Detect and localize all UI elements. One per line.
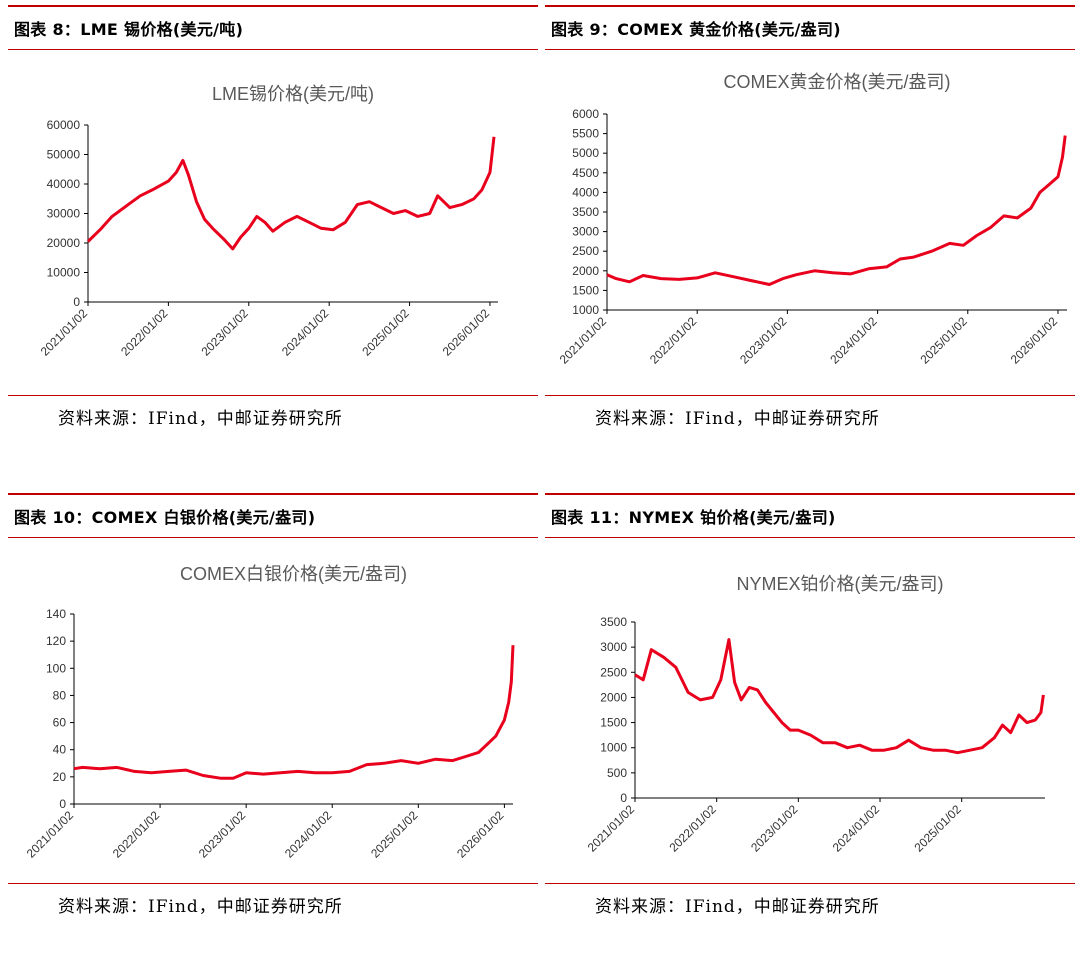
heading-divider — [8, 49, 538, 50]
y-tick-label: 100 — [46, 661, 66, 675]
y-tick-label: 10000 — [47, 266, 81, 280]
y-tick-label: 3000 — [600, 640, 627, 654]
y-tick-label: 1500 — [600, 716, 627, 730]
x-tick-label: 2022/01/02 — [110, 808, 163, 861]
y-tick-label: 0 — [59, 797, 66, 811]
x-tick-label: 2023/01/02 — [199, 306, 252, 359]
top-divider — [8, 5, 538, 7]
y-tick-label: 1000 — [600, 741, 627, 755]
y-tick-label: 50000 — [47, 148, 81, 162]
line-chart: COMEX黄金价格(美元/盎司) 1000 1500 2000 2500 3000 3500… — [557, 72, 1067, 367]
y-tick-label: 4000 — [572, 185, 599, 199]
y-tick-label: 80 — [53, 688, 67, 702]
top-divider — [545, 5, 1075, 7]
figure-heading: 图表 9：COMEX 黄金价格(美元/盎司) — [551, 20, 841, 39]
x-tick-label: 2022/01/02 — [118, 306, 171, 359]
y-tick-label: 500 — [607, 766, 627, 780]
y-tick-label: 3500 — [572, 205, 599, 219]
chart-panel-silver: 图表 10：COMEX 白银价格(美元/盎司) COMEX白银价格(美元/盎司)… — [8, 488, 538, 963]
x-tick-label: 2023/01/02 — [196, 808, 249, 861]
y-tick-label: 40000 — [47, 177, 81, 191]
y-tick-label: 1500 — [572, 283, 599, 297]
x-tick-label: 2026/01/02 — [1008, 314, 1061, 367]
x-tick-label: 2025/01/02 — [918, 314, 971, 367]
y-tick-label: 40 — [53, 743, 67, 757]
top-divider — [545, 493, 1075, 495]
heading-divider — [545, 49, 1075, 50]
y-tick-label: 3500 — [600, 615, 627, 629]
footer-divider — [545, 883, 1075, 884]
line-chart: NYMEX铂价格(美元/盎司) 0 500 1000 1500 2000 2500 3000 3… — [585, 574, 1045, 855]
series-line — [73, 645, 515, 780]
source-note: 资料来源：IFind，中邮证券研究所 — [58, 409, 343, 429]
footer-divider — [545, 395, 1075, 396]
x-tick-label: 2025/01/02 — [911, 802, 964, 855]
chart-title: LME锡价格(美元/吨) — [212, 84, 374, 104]
chart-title: COMEX白银价格(美元/盎司) — [180, 564, 407, 584]
y-tick-label: 3000 — [572, 225, 599, 239]
y-tick-label: 2000 — [572, 264, 599, 278]
x-tick-label: 2024/01/02 — [827, 314, 880, 367]
figure-heading: 图表 8：LME 锡价格(美元/吨) — [14, 20, 244, 39]
x-tick-label: 2025/01/02 — [368, 808, 421, 861]
x-tick-label: 2026/01/02 — [440, 306, 493, 359]
series-line — [634, 638, 1045, 755]
x-tick-label: 2021/01/02 — [557, 314, 610, 367]
y-tick-label: 0 — [620, 791, 627, 805]
y-tick-label: 2500 — [600, 665, 627, 679]
y-tick-label: 6000 — [572, 107, 599, 121]
x-tick-label: 2024/01/02 — [830, 802, 883, 855]
x-tick-label: 2022/01/02 — [666, 802, 719, 855]
y-tick-label: 140 — [46, 607, 66, 621]
heading-divider — [8, 537, 538, 538]
x-tick-label: 2026/01/02 — [454, 808, 507, 861]
source-note: 资料来源：IFind，中邮证券研究所 — [58, 897, 343, 917]
y-tick-label: 2000 — [600, 690, 627, 704]
y-tick-label: 20 — [53, 770, 67, 784]
chart-title: COMEX黄金价格(美元/盎司) — [724, 72, 951, 92]
y-tick-label: 60000 — [47, 118, 81, 132]
y-tick-label: 1000 — [572, 303, 599, 317]
y-tick-label: 5000 — [572, 146, 599, 160]
series-line — [606, 135, 1067, 286]
chart-title: NYMEX铂价格(美元/盎司) — [737, 574, 944, 594]
x-tick-label: 2025/01/02 — [359, 306, 412, 359]
x-tick-label: 2023/01/02 — [748, 802, 801, 855]
y-tick-label: 120 — [46, 634, 66, 648]
x-tick-label: 2021/01/02 — [38, 306, 91, 359]
x-tick-label: 2021/01/02 — [585, 802, 638, 855]
heading-divider — [545, 537, 1075, 538]
x-tick-label: 2024/01/02 — [282, 808, 335, 861]
footer-divider — [8, 395, 538, 396]
y-tick-label: 2500 — [572, 244, 599, 258]
figure-heading: 图表 11：NYMEX 铂价格(美元/盎司) — [551, 508, 836, 527]
chart-panel-gold: 图表 9：COMEX 黄金价格(美元/盎司) COMEX黄金价格(美元/盎司) 1… — [545, 0, 1075, 475]
top-divider — [8, 493, 538, 495]
y-tick-label: 20000 — [47, 236, 81, 250]
line-chart: LME锡价格(美元/吨) 0 10000 20000 30000 40000 50000 60… — [38, 84, 498, 359]
figure-heading: 图表 10：COMEX 白银价格(美元/盎司) — [14, 508, 316, 527]
x-tick-label: 2023/01/02 — [737, 314, 790, 367]
y-tick-label: 5500 — [572, 127, 599, 141]
source-note: 资料来源：IFind，中邮证券研究所 — [595, 409, 880, 429]
source-note: 资料来源：IFind，中邮证券研究所 — [595, 897, 880, 917]
y-tick-label: 60 — [53, 716, 67, 730]
chart-panel-tin: 图表 8：LME 锡价格(美元/吨) LME锡价格(美元/吨) 0 10000 200… — [8, 0, 538, 475]
chart-panel-platinum: 图表 11：NYMEX 铂价格(美元/盎司) NYMEX铂价格(美元/盎司) 0 5… — [545, 488, 1075, 963]
footer-divider — [8, 883, 538, 884]
y-tick-label: 30000 — [47, 207, 81, 221]
x-tick-label: 2024/01/02 — [279, 306, 332, 359]
x-tick-label: 2021/01/02 — [24, 808, 77, 861]
y-tick-label: 0 — [73, 295, 80, 309]
series-line — [86, 136, 496, 251]
y-tick-label: 4500 — [572, 166, 599, 180]
line-chart: COMEX白银价格(美元/盎司) 0 20 40 60 80 100 120 140 2021/0… — [24, 564, 515, 861]
x-tick-label: 2022/01/02 — [647, 314, 700, 367]
